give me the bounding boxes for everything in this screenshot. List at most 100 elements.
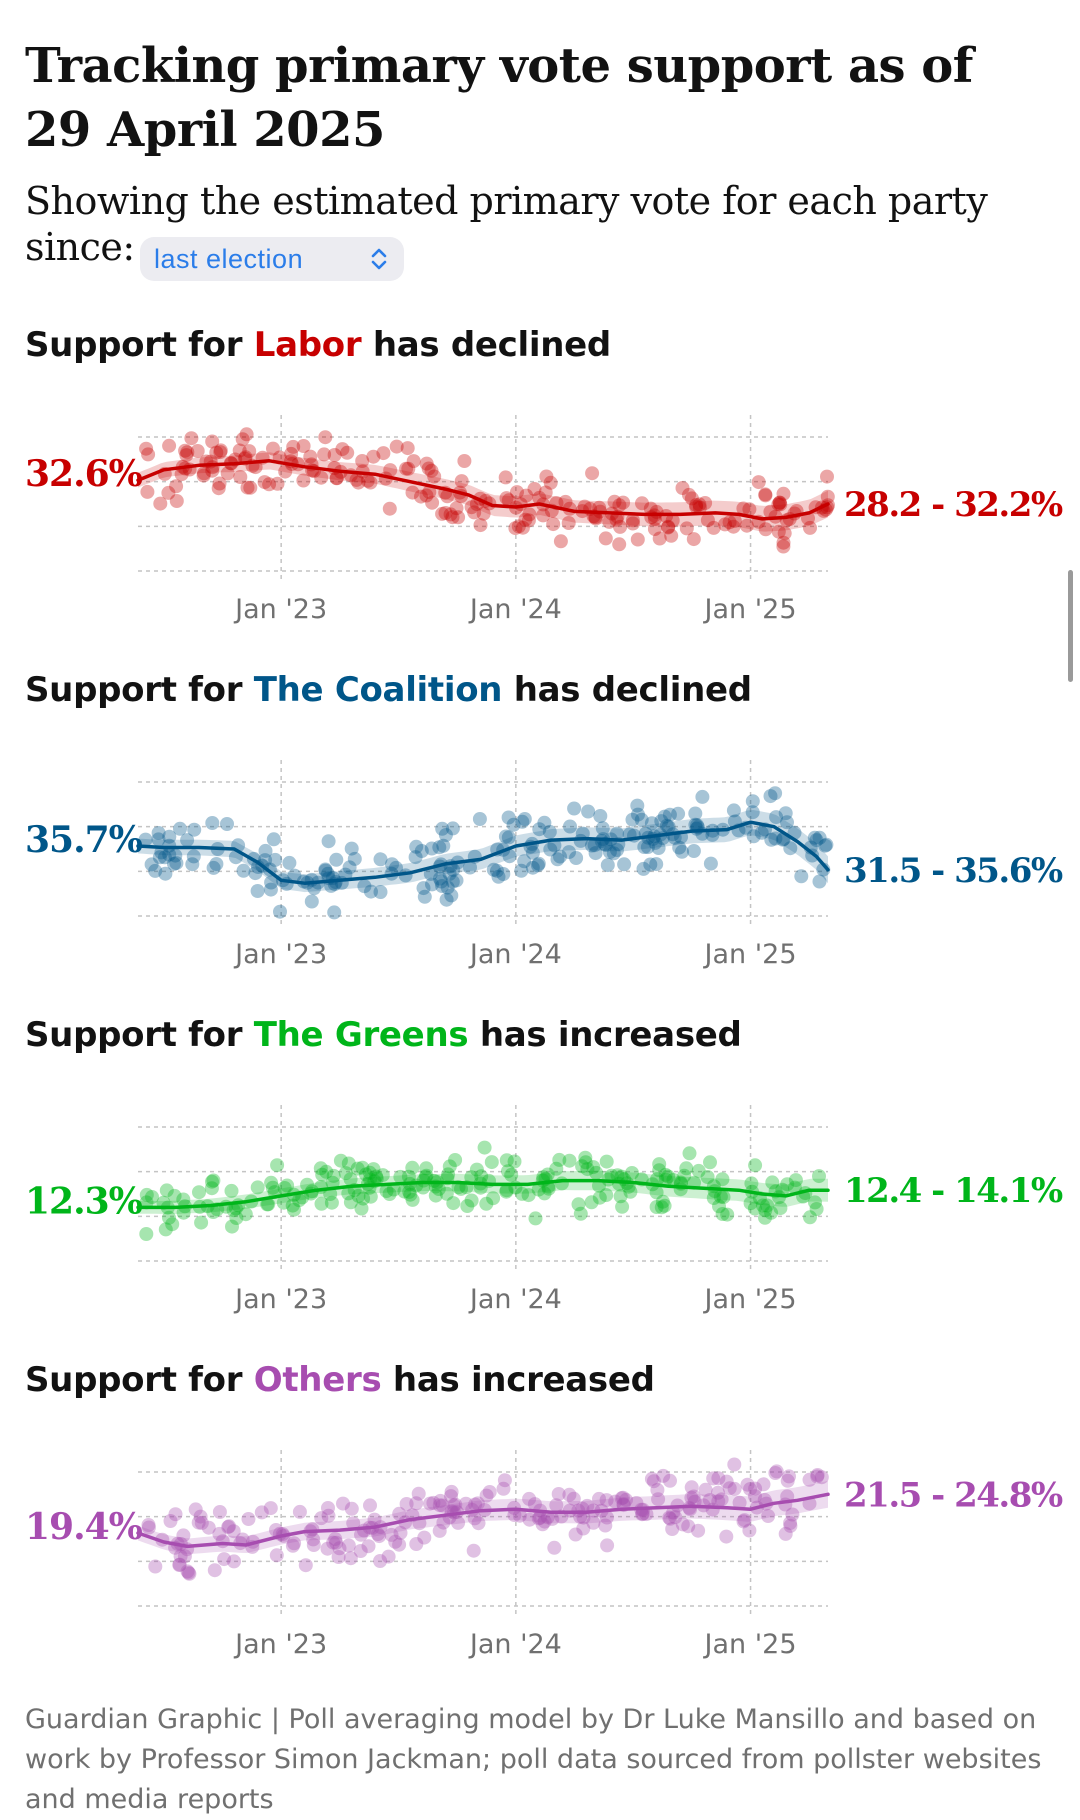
poll-dot	[739, 518, 754, 533]
poll-dot	[212, 1505, 227, 1519]
x-tick-label: Jan '23	[233, 594, 327, 625]
poll-dot	[808, 1195, 822, 1210]
poll-dot	[546, 517, 561, 532]
poll-dot	[640, 840, 655, 855]
poll-dot	[720, 1207, 735, 1222]
poll-dot	[376, 446, 391, 461]
poll-dot	[227, 1554, 241, 1569]
poll-dot	[532, 490, 547, 505]
poll-dot	[165, 1217, 180, 1232]
poll-dot	[261, 1197, 276, 1212]
poll-dot	[783, 1516, 798, 1530]
poll-dot	[169, 856, 184, 871]
poll-dot	[651, 1492, 666, 1507]
poll-dot	[637, 840, 652, 854]
poll-dot	[347, 851, 362, 866]
poll-dot	[732, 1495, 747, 1510]
poll-dot	[168, 1507, 183, 1522]
poll-dot	[528, 1211, 543, 1226]
poll-dot	[448, 1497, 463, 1512]
poll-dot	[141, 447, 156, 462]
poll-dot	[810, 1469, 825, 1484]
poll-dot	[657, 809, 672, 824]
poll-dot	[428, 1188, 443, 1203]
poll-dot	[190, 444, 205, 458]
poll-dot	[276, 1195, 291, 1210]
poll-dot	[421, 461, 436, 476]
poll-dot	[388, 1534, 403, 1549]
poll-dot	[654, 814, 669, 829]
poll-dot	[763, 504, 778, 519]
poll-dot	[679, 1161, 694, 1176]
since-select[interactable]: last election	[140, 237, 404, 281]
poll-dot	[187, 822, 202, 837]
poll-dot	[599, 1493, 614, 1508]
poll-dot	[363, 475, 378, 490]
poll-dot	[327, 448, 342, 462]
poll-dot	[763, 789, 778, 804]
chart-grid	[138, 415, 828, 579]
poll-dot	[192, 1185, 206, 1200]
poll-dot	[197, 466, 211, 481]
poll-dot	[180, 833, 195, 848]
poll-dot	[472, 812, 487, 826]
poll-dot	[530, 858, 545, 873]
poll-dot	[643, 857, 658, 872]
poll-dot	[598, 1518, 613, 1533]
poll-dot	[242, 444, 257, 459]
end-range-label: 31.5 - 35.6%	[844, 851, 1063, 891]
poll-dot	[372, 1529, 387, 1544]
poll-dot	[512, 1508, 527, 1523]
poll-dot	[760, 1198, 775, 1213]
uncertainty-band	[138, 1480, 828, 1555]
poll-dot	[201, 1520, 216, 1535]
poll-dot	[540, 1167, 555, 1182]
poll-dot	[194, 1215, 209, 1230]
poll-dot	[803, 520, 817, 535]
poll-dot	[684, 1480, 699, 1495]
poll-dot	[490, 863, 504, 878]
poll-dot	[682, 1146, 697, 1161]
poll-dot	[578, 1155, 593, 1170]
x-tick-label: Jan '25	[703, 939, 797, 970]
poll-dot	[444, 1484, 459, 1499]
poll-dot	[158, 1222, 173, 1237]
poll-dot	[162, 1210, 176, 1225]
poll-dot	[575, 1159, 590, 1174]
footer-credit: Guardian Graphic | Poll averaging model …	[25, 1704, 1042, 1815]
poll-dot	[568, 1527, 583, 1542]
poll-dot	[610, 826, 624, 841]
poll-dot	[578, 1150, 593, 1165]
poll-dot	[809, 833, 824, 848]
poll-dot	[771, 524, 786, 539]
poll-dot	[476, 506, 491, 521]
poll-dot	[773, 1201, 788, 1216]
poll-dot	[445, 821, 460, 836]
scrollbar[interactable]	[1068, 570, 1073, 682]
poll-dot	[167, 856, 181, 871]
poll-dot	[820, 500, 835, 515]
poll-dot	[213, 443, 228, 458]
start-value-label: 35.7%	[25, 819, 143, 861]
poll-dot	[549, 1161, 564, 1176]
poll-dot	[635, 496, 649, 511]
poll-dot	[736, 501, 751, 516]
poll-dot	[518, 512, 533, 527]
poll-dot	[381, 1549, 396, 1564]
poll-dot	[254, 1505, 269, 1520]
poll-dot	[742, 502, 757, 517]
poll-dot	[206, 1205, 221, 1219]
poll-dot	[423, 1496, 437, 1511]
poll-dot	[397, 1184, 412, 1199]
chart-title-prefix: Support for	[25, 1015, 254, 1055]
poll-dot	[810, 1468, 825, 1482]
poll-dot	[344, 1501, 359, 1516]
poll-dot	[263, 1501, 278, 1516]
poll-dot	[619, 1492, 633, 1507]
poll-dot	[650, 1483, 665, 1497]
x-tick-label: Jan '25	[703, 1284, 797, 1315]
poll-dot	[158, 866, 173, 881]
poll-dot	[318, 862, 333, 877]
poll-dot	[615, 1199, 630, 1214]
poll-dot	[454, 1181, 468, 1196]
